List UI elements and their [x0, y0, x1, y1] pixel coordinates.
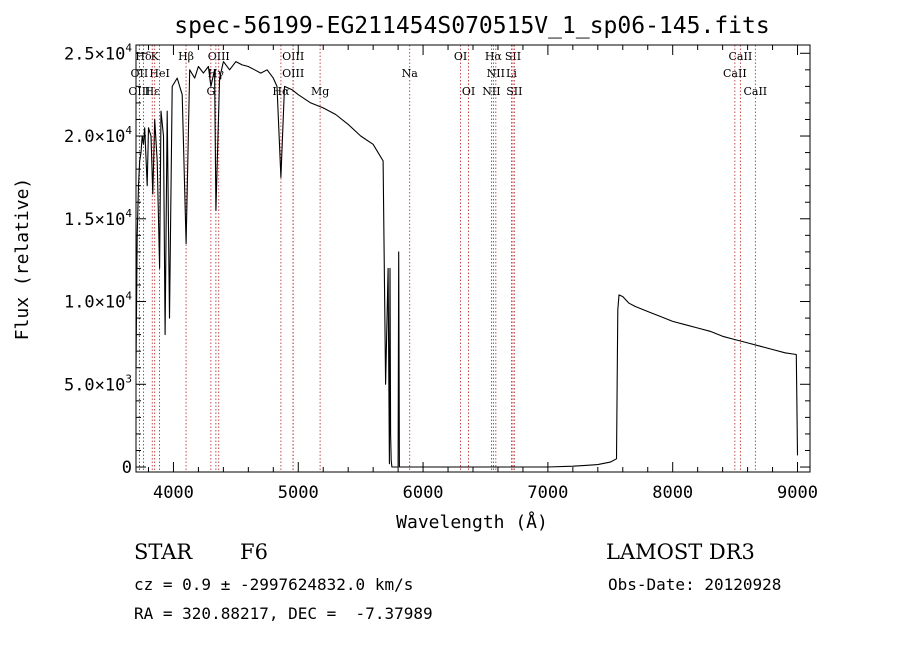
- y-tick-label: 1.0×104: [64, 290, 132, 313]
- x-tick-label: 6000: [403, 483, 444, 503]
- y-tick-label: 2.0×104: [64, 124, 132, 147]
- survey-name: LAMOST DR3: [606, 540, 755, 564]
- marker-label-19: G: [206, 85, 215, 98]
- marker-label-20: Hα: [272, 85, 290, 98]
- marker-label-10: HeI: [149, 67, 169, 80]
- marker-label-6: Hα: [485, 50, 503, 63]
- y-tick-mantissa: 1.5×10: [64, 210, 125, 230]
- y-tick-exponent: 4: [125, 124, 132, 137]
- marker-label-2: Hβ: [178, 50, 194, 63]
- x-tick-label: 9000: [777, 483, 818, 503]
- marker-label-7: SII: [505, 50, 521, 63]
- x-tick-label: 4000: [153, 483, 194, 503]
- marker-label-16: CaII: [723, 67, 747, 80]
- marker-label-8: CaII: [729, 50, 753, 63]
- marker-label-18: Hε: [145, 85, 161, 98]
- y-tick-label: 5.0×103: [64, 372, 132, 395]
- spectrum-chart: spec-56199-EG211454S070515V_1_sp06-145.f…: [12, 13, 818, 533]
- y-tick-exponent: 3: [125, 372, 132, 385]
- x-tick-label: 5000: [278, 483, 319, 503]
- y-tick-exponent: 4: [125, 41, 132, 54]
- y-tick-mantissa: 2.5×10: [64, 44, 125, 64]
- marker-label-23: NII: [482, 85, 500, 98]
- y-tick-mantissa: 5.0×10: [64, 375, 125, 395]
- marker-label-22: OI: [462, 85, 475, 98]
- marker-label-1: K: [151, 50, 160, 63]
- marker-label-13: Na: [402, 67, 419, 80]
- marker-label-3: OIII: [208, 50, 230, 63]
- object-class: STAR: [134, 540, 193, 564]
- redshift-readout: cz = 0.9 ± -2997624832.0 km/s: [134, 575, 414, 594]
- x-axis-label: Wavelength (Å): [396, 511, 548, 533]
- plot-frame: [135, 44, 811, 473]
- marker-label-12: OIII: [282, 67, 304, 80]
- y-tick-label: 2.5×104: [64, 41, 132, 64]
- y-tick-mantissa: 2.0×10: [64, 127, 125, 147]
- marker-label-17: OIII: [128, 85, 150, 98]
- marker-label-5: OI: [454, 50, 467, 63]
- chart-title: spec-56199-EG211454S070515V_1_sp06-145.f…: [174, 13, 769, 39]
- spectrum-series-line: [135, 61, 799, 468]
- y-tick-label: 0: [122, 458, 132, 478]
- plot-area: [135, 61, 799, 468]
- marker-label-21: Mg: [311, 85, 329, 98]
- y-tick-label: 1.5×104: [64, 207, 132, 230]
- object-subclass: F6: [240, 540, 268, 564]
- y-axis-label: Flux (relative): [12, 178, 33, 341]
- coordinates-readout: RA = 320.88217, DEC = -7.37989: [134, 604, 433, 623]
- x-tick-label: 8000: [652, 483, 693, 503]
- marker-label-0: Hδ: [135, 50, 152, 63]
- marker-label-24: SII: [506, 85, 522, 98]
- x-tick-label: 7000: [527, 483, 568, 503]
- y-tick-mantissa: 0: [122, 458, 132, 478]
- marker-label-25: CaII: [743, 85, 767, 98]
- y-tick-exponent: 4: [125, 207, 132, 220]
- y-tick-exponent: 4: [125, 290, 132, 303]
- y-tick-mantissa: 1.0×10: [64, 293, 125, 313]
- marker-label-14: NII: [487, 67, 505, 80]
- x-axis: 4000 5000 6000 7000 8000 9000: [147, 45, 818, 503]
- marker-label-15: Li: [506, 67, 517, 80]
- observation-date: Obs-Date: 20120928: [608, 575, 782, 594]
